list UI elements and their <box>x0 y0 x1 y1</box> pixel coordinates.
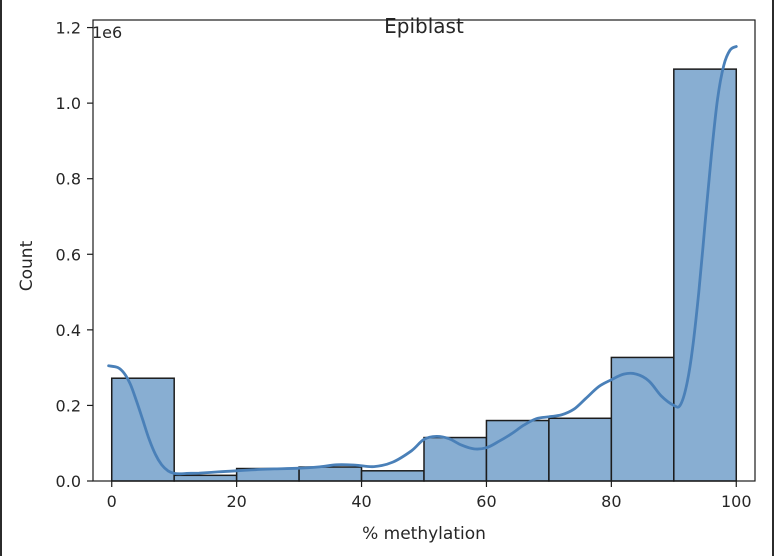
histogram-bar <box>423 436 488 482</box>
histogram-bar <box>548 417 613 482</box>
y-tick-label: 0.8 <box>56 170 81 189</box>
chart-title: Epiblast <box>384 14 464 38</box>
kde-curve-group <box>107 45 738 476</box>
histogram-bar <box>673 68 738 482</box>
y-tick-label: 0.4 <box>56 321 81 340</box>
y-axis-label: Count <box>17 240 37 291</box>
x-tick-label: 100 <box>721 492 752 511</box>
y-tick-label: 1.2 <box>56 19 81 38</box>
histogram-bar <box>360 470 425 482</box>
histogram-bar <box>110 377 175 482</box>
histogram-bars <box>110 68 738 482</box>
y-axis-offset-label: 1e6 <box>92 23 122 42</box>
plot-area-border <box>92 19 756 482</box>
histogram-bar <box>173 474 238 482</box>
kde-line <box>107 45 738 476</box>
x-tick-label: 80 <box>601 492 621 511</box>
x-tick-label: 0 <box>107 492 117 511</box>
histogram-bar <box>298 466 363 482</box>
y-tick-label: 0.2 <box>56 396 81 415</box>
x-axis-ticks: 0 20 40 60 80 100 <box>107 481 752 511</box>
y-tick-label: 0.0 <box>56 472 81 491</box>
x-tick-label: 60 <box>476 492 496 511</box>
x-axis-label: % methylation <box>362 524 486 544</box>
x-tick-label: 40 <box>351 492 371 511</box>
y-tick-label: 1.0 <box>56 94 81 113</box>
y-tick-label: 0.6 <box>56 245 81 264</box>
y-axis-ticks: 0.0 0.2 0.4 0.6 0.8 1.0 1.2 <box>56 19 93 491</box>
x-tick-label: 20 <box>226 492 246 511</box>
